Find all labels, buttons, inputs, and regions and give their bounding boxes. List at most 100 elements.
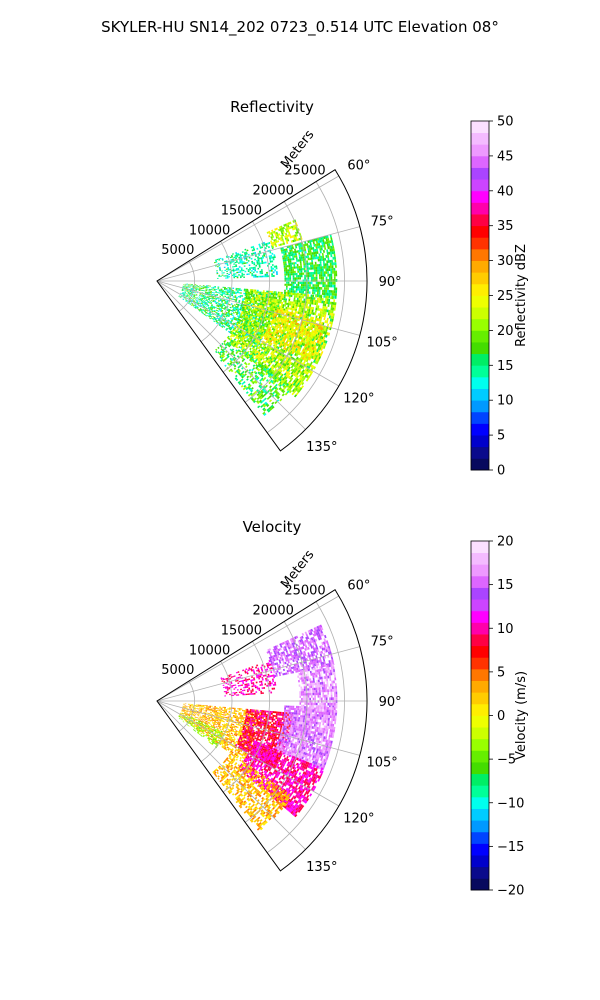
echo-cell (183, 293, 186, 295)
echo-cell (269, 399, 272, 403)
echo-cell (203, 297, 206, 299)
echo-cell (310, 279, 313, 282)
echo-cell (229, 272, 232, 274)
echo-cell (248, 688, 251, 691)
echo-cell (242, 269, 245, 272)
echo-cell (310, 239, 313, 243)
echo-cell (227, 268, 230, 270)
echo-cell (231, 324, 234, 327)
echo-cell (241, 251, 244, 253)
echo-cell (272, 271, 275, 274)
echo-cell (239, 676, 242, 679)
echo-cell (284, 277, 287, 280)
echo-cell (296, 250, 299, 253)
echo-cell (245, 693, 248, 696)
echo-cell (192, 300, 195, 302)
echo-cell (323, 266, 326, 269)
echo-cell (312, 272, 315, 275)
echo-cell (273, 256, 276, 259)
echo-cell (245, 680, 248, 683)
echo-cell (310, 257, 313, 260)
echo-cell (230, 254, 233, 257)
echo-cell (324, 284, 326, 288)
panel-title: Velocity (243, 518, 302, 536)
echo-cell (241, 272, 244, 275)
echo-cell (220, 275, 222, 277)
echo-cell (322, 268, 324, 272)
echo-cell (310, 272, 313, 275)
echo-cell (321, 266, 324, 269)
echo-cell (306, 298, 309, 302)
echo-cell (191, 284, 193, 286)
echo-cell (207, 305, 209, 307)
echo-cell (330, 296, 333, 300)
echo-cell (259, 684, 262, 686)
echo-cell (286, 283, 288, 286)
echo-cell (247, 293, 250, 295)
echo-cell (299, 286, 301, 289)
echo-cell (286, 250, 288, 253)
echo-cell (241, 262, 244, 265)
echo-cell (210, 313, 212, 315)
echo-cell (232, 260, 235, 263)
echo-cell (225, 302, 228, 305)
echo-cell (212, 305, 215, 308)
echo-cell (233, 265, 236, 268)
echo-cell (331, 265, 334, 269)
echo-cell (268, 230, 271, 234)
echo-cell (224, 293, 227, 295)
echo-cell (309, 284, 311, 287)
echo-cell (300, 254, 303, 257)
echo-cell (210, 296, 213, 298)
echo-cell (218, 299, 221, 301)
echo-cell (271, 245, 274, 249)
echo-cell (227, 296, 230, 298)
colorbar-segment (471, 237, 489, 250)
echo-cell (237, 254, 240, 256)
echo-cell (258, 254, 261, 257)
echo-cell (214, 300, 217, 302)
echo-cell (306, 260, 309, 263)
echo-cell (316, 264, 319, 267)
echo-cell (289, 262, 292, 265)
echo-cell (234, 255, 237, 257)
echo-cell (207, 285, 210, 287)
echo-cell (306, 253, 309, 256)
echo-cell (297, 270, 300, 273)
echo-cell (263, 261, 266, 264)
echo-cell (203, 305, 206, 307)
echo-cell (203, 298, 205, 300)
echo-cell (333, 273, 336, 277)
echo-cell (271, 273, 273, 276)
echo-cell (237, 694, 240, 696)
echo-cell (200, 294, 203, 297)
echo-cell (290, 292, 293, 295)
echo-cell (332, 281, 334, 285)
echo-cell (318, 297, 321, 301)
echo-cell (227, 315, 230, 318)
echo-cell (293, 299, 296, 302)
echo-cell (259, 275, 262, 278)
echo-cell (282, 226, 285, 230)
echo-cell (200, 289, 203, 291)
echo-cell (287, 289, 290, 293)
echo-cell (283, 298, 286, 301)
echo-cell (246, 261, 249, 264)
echo-cell (207, 301, 209, 303)
echo-cell (305, 663, 308, 666)
echo-cell (289, 235, 292, 239)
echo-cell (286, 265, 289, 268)
echo-cell (247, 684, 250, 687)
colorbar-tick-label: 35 (497, 219, 514, 234)
echo-cell (323, 263, 326, 267)
echo-cell (322, 276, 325, 280)
echo-cell (252, 316, 255, 319)
echo-cell (278, 299, 281, 302)
echo-cell (259, 270, 262, 273)
echo-cell (218, 264, 221, 266)
echo-cell (209, 300, 211, 302)
echo-cell (196, 285, 198, 286)
echo-cell (190, 290, 192, 292)
echo-cell (234, 261, 237, 264)
echo-cell (274, 681, 276, 684)
